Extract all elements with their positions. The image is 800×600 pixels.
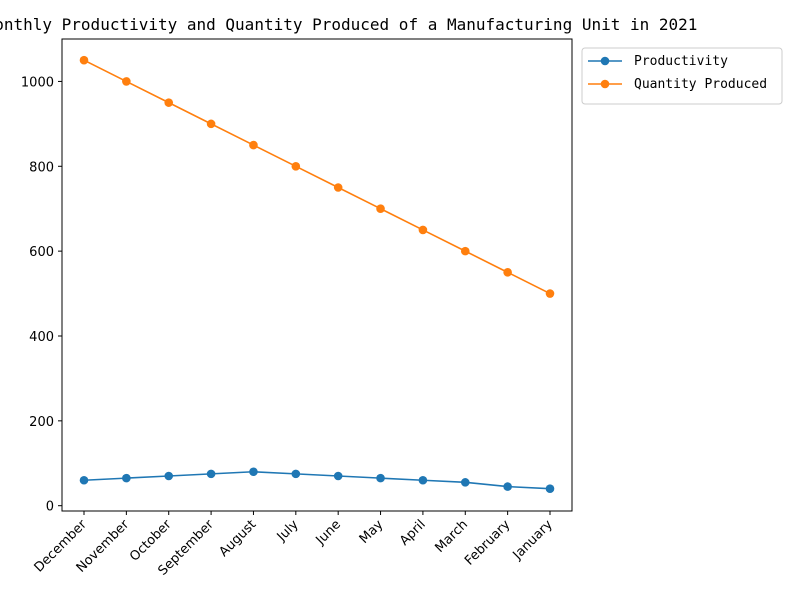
legend: Productivity Quantity Produced <box>581 47 783 105</box>
data-point-quantity-produced <box>333 183 343 192</box>
y-axis: 0 200 400 600 800 1000 <box>21 75 62 515</box>
data-point-productivity <box>249 467 258 477</box>
series-line-quantity-produced <box>83 59 551 295</box>
series-line-productivity <box>83 470 551 490</box>
data-point-quantity-produced <box>545 289 555 298</box>
data-point-productivity <box>164 471 174 481</box>
y-tick-label: 600 <box>29 245 54 260</box>
y-tick-label: 400 <box>29 330 54 345</box>
data-point-quantity-produced <box>376 204 385 214</box>
data-point-productivity <box>460 478 470 487</box>
legend-label: Productivity <box>634 54 728 69</box>
data-point-productivity <box>291 469 301 479</box>
data-point-productivity <box>503 482 512 491</box>
x-tick-label: August <box>217 517 260 560</box>
data-point-productivity <box>333 471 343 481</box>
data-point-productivity <box>122 473 131 483</box>
data-point-productivity <box>376 473 385 483</box>
x-tick-label: February <box>462 517 514 569</box>
data-point-quantity-produced <box>164 98 174 107</box>
data-point-productivity <box>79 475 89 485</box>
y-tick-label: 200 <box>29 415 54 430</box>
data-point-productivity <box>418 475 428 485</box>
data-point-quantity-produced <box>249 140 258 150</box>
data-point-quantity-produced <box>418 225 428 235</box>
y-tick-label: 1000 <box>21 75 54 90</box>
data-point-productivity <box>206 469 216 479</box>
series-quantity-produced <box>79 55 555 298</box>
data-point-quantity-produced <box>291 161 301 171</box>
chart-title: Monthly Productivity and Quantity Produc… <box>0 15 697 34</box>
data-point-quantity-produced <box>503 268 512 277</box>
y-tick-label: 800 <box>29 160 54 175</box>
plot-area <box>79 55 555 494</box>
data-point-quantity-produced <box>122 77 131 86</box>
x-tick-label: May <box>357 517 387 547</box>
x-tick-label: July <box>274 517 302 545</box>
legend-marker <box>600 56 610 66</box>
data-point-quantity-produced <box>79 55 89 65</box>
x-tick-label: March <box>432 517 471 556</box>
data-point-productivity <box>545 484 555 494</box>
legend-marker <box>600 79 610 89</box>
data-point-quantity-produced <box>460 246 470 256</box>
x-tick-label: April <box>397 517 429 549</box>
legend-label: Quantity Produced <box>634 77 767 92</box>
series-productivity <box>79 467 555 494</box>
legend-box <box>581 47 783 105</box>
x-tick-label: January <box>510 517 556 563</box>
plot-frame <box>61 38 573 512</box>
data-point-quantity-produced <box>206 119 216 129</box>
y-tick-label: 0 <box>46 500 54 515</box>
x-tick-label: June <box>313 517 344 548</box>
